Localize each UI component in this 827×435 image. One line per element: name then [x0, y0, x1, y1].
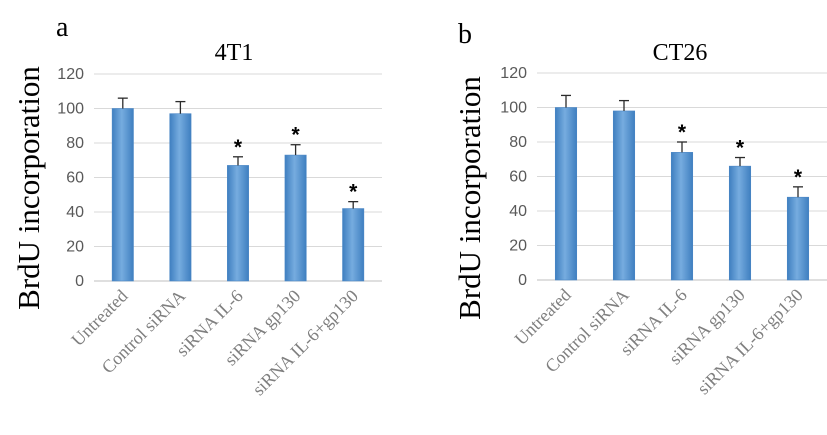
significance-marker: *: [794, 166, 803, 189]
significance-marker: *: [349, 181, 358, 204]
significance-marker: *: [292, 124, 301, 147]
x-tick-label: siRNA IL-6+gp130: [693, 285, 807, 399]
bar: [612, 110, 636, 281]
y-tick-label: 20: [509, 238, 527, 255]
chart-panel-b: b CT26 BrdU incorporation 0 20 40 60 80 100 12…: [452, 19, 827, 398]
y-axis-label: BrdU incorporation: [11, 66, 46, 310]
y-tick-label: 120: [500, 65, 527, 82]
y-tick-label: 100: [500, 100, 527, 117]
y-tick-label: 60: [509, 169, 527, 186]
bar: [786, 196, 810, 281]
bar: [169, 113, 192, 282]
bar: [284, 154, 307, 282]
bar: [554, 107, 578, 281]
chart-panel-a: a 4T1 BrdU incorporation 0 20 40 60 80 100 120…: [11, 12, 382, 399]
significance-marker: *: [678, 121, 687, 144]
bar: [670, 152, 694, 281]
significance-marker: *: [234, 136, 243, 159]
panel-letter: a: [56, 12, 69, 43]
bar: [342, 208, 365, 282]
y-tick-label: 80: [66, 135, 84, 152]
bar: [111, 108, 134, 282]
y-tick-label: 40: [509, 203, 527, 220]
y-tick-label: 40: [66, 204, 84, 221]
bar: [728, 165, 752, 281]
y-tick-label: 0: [518, 272, 527, 289]
y-tick-label: 120: [57, 66, 84, 83]
bar: [227, 165, 249, 282]
y-tick-label: 60: [66, 170, 84, 187]
significance-marker: *: [736, 137, 745, 160]
panel-letter: b: [458, 19, 472, 50]
y-tick-label: 100: [57, 101, 84, 118]
y-tick-label: 20: [66, 239, 84, 256]
chart-title: 4T1: [215, 40, 254, 66]
y-axis-label: BrdU incorporation: [452, 76, 487, 320]
y-tick-label: 0: [75, 273, 84, 290]
y-tick-label: 80: [509, 134, 527, 151]
chart-title: CT26: [653, 40, 708, 66]
x-tick-label: siRNA IL-6+gp130: [248, 286, 362, 400]
